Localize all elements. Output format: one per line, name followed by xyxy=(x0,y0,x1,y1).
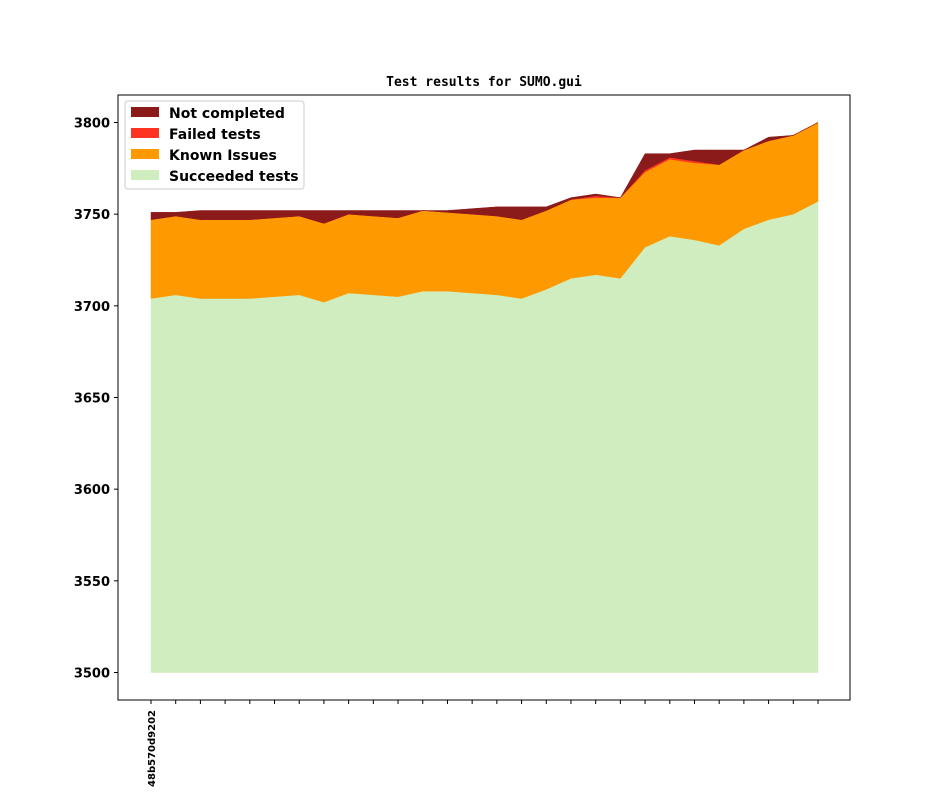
legend-swatch xyxy=(131,170,159,180)
area-not-completed xyxy=(150,122,819,224)
legend-box xyxy=(124,100,305,190)
legend-label: Failed tests xyxy=(169,127,261,143)
y-tick-label: 3750 xyxy=(74,208,110,223)
legend-label: Not completed xyxy=(169,106,285,122)
x-tick-label: 48b570d9202 xyxy=(147,710,158,787)
chart-title: Test results for SUMO.gui xyxy=(386,75,582,90)
y-tick-label: 3550 xyxy=(74,575,110,590)
y-tick-label: 3600 xyxy=(74,483,110,498)
legend-swatch xyxy=(131,149,159,159)
y-tick-label: 3800 xyxy=(74,117,110,132)
legend: Not completed Failed tests Known Issues Suc… xyxy=(124,100,305,190)
legend-label: Succeeded tests xyxy=(169,169,299,185)
legend-swatch xyxy=(131,107,159,117)
legend-swatch xyxy=(131,128,159,138)
y-tick-label: 3500 xyxy=(74,667,110,682)
y-tick-label: 3700 xyxy=(74,300,110,315)
legend-label: Known Issues xyxy=(169,148,277,164)
y-tick-label: 3650 xyxy=(74,392,110,407)
